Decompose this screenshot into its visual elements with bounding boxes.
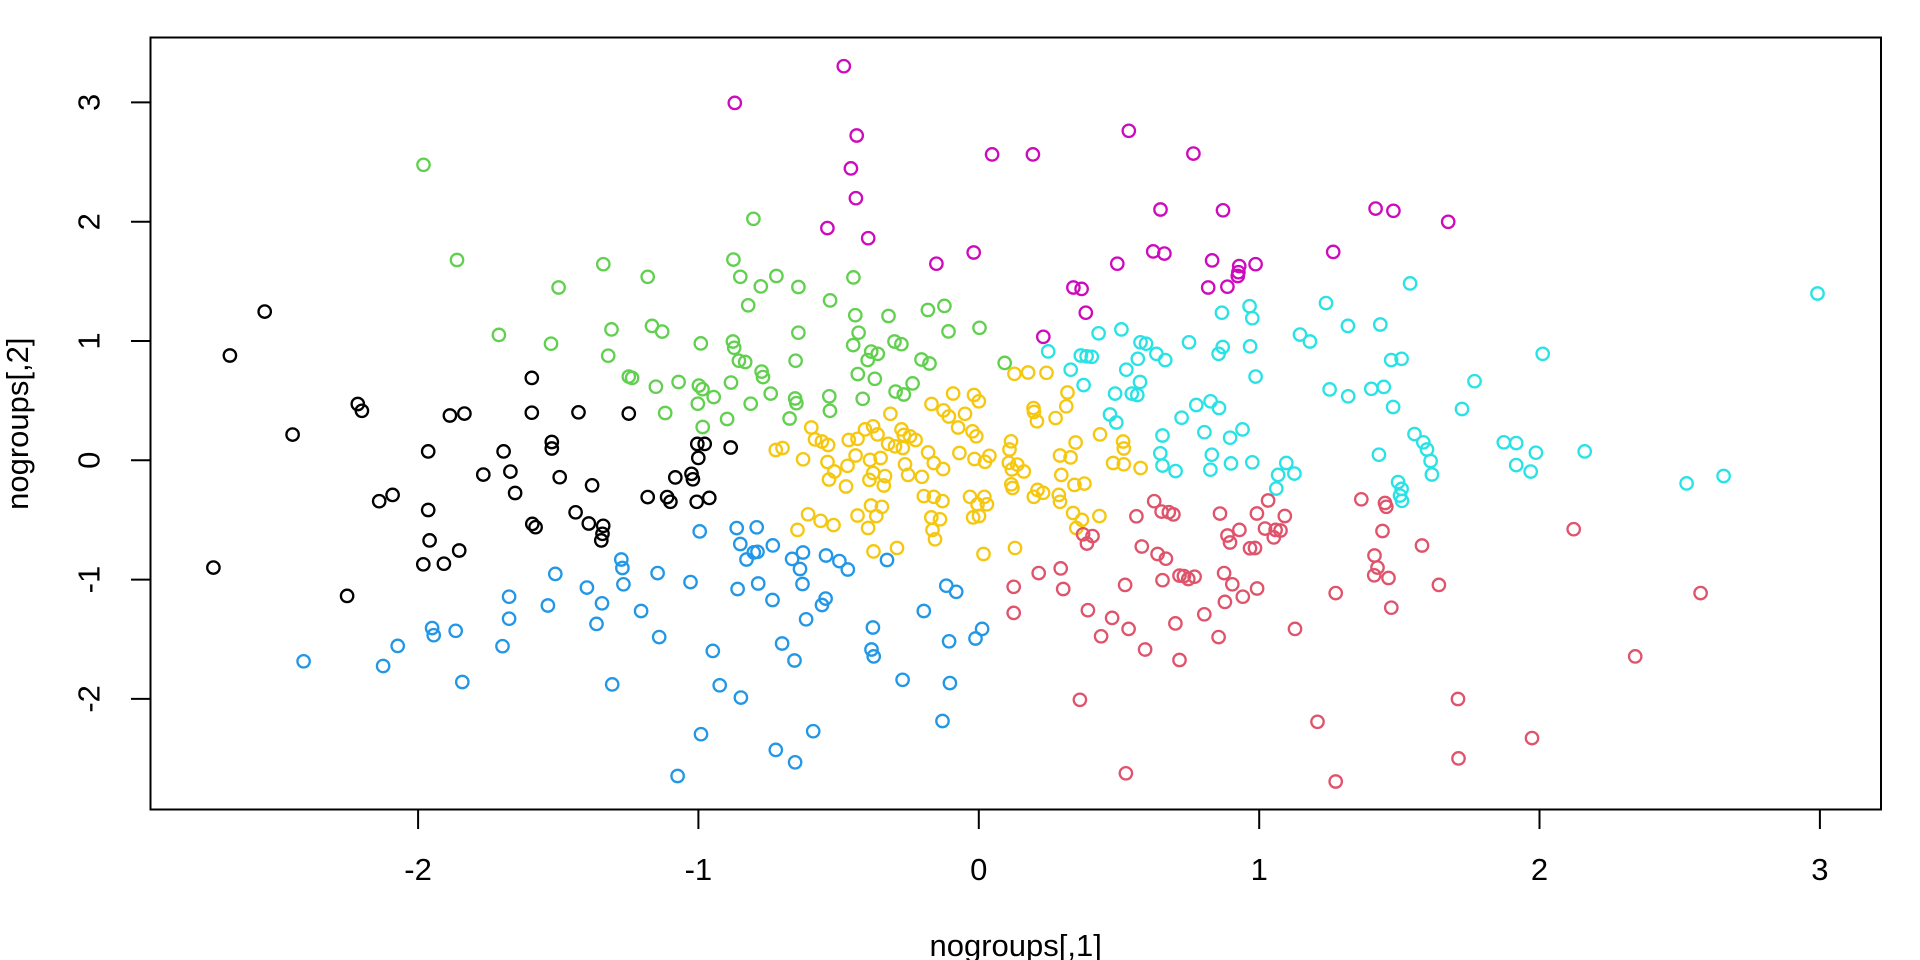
svg-text:3: 3 <box>72 94 107 111</box>
svg-text:-2: -2 <box>404 852 432 887</box>
svg-text:0: 0 <box>970 852 987 887</box>
svg-text:-2: -2 <box>72 685 107 713</box>
svg-text:3: 3 <box>1811 852 1828 887</box>
svg-text:1: 1 <box>1251 852 1268 887</box>
svg-text:0: 0 <box>72 452 107 469</box>
svg-text:-1: -1 <box>72 566 107 594</box>
svg-text:-1: -1 <box>685 852 713 887</box>
svg-text:2: 2 <box>1531 852 1548 887</box>
svg-text:nogroups[,1]: nogroups[,1] <box>930 928 1102 960</box>
svg-text:2: 2 <box>72 213 107 230</box>
svg-text:1: 1 <box>72 332 107 349</box>
svg-text:nogroups[,2]: nogroups[,2] <box>0 338 35 510</box>
